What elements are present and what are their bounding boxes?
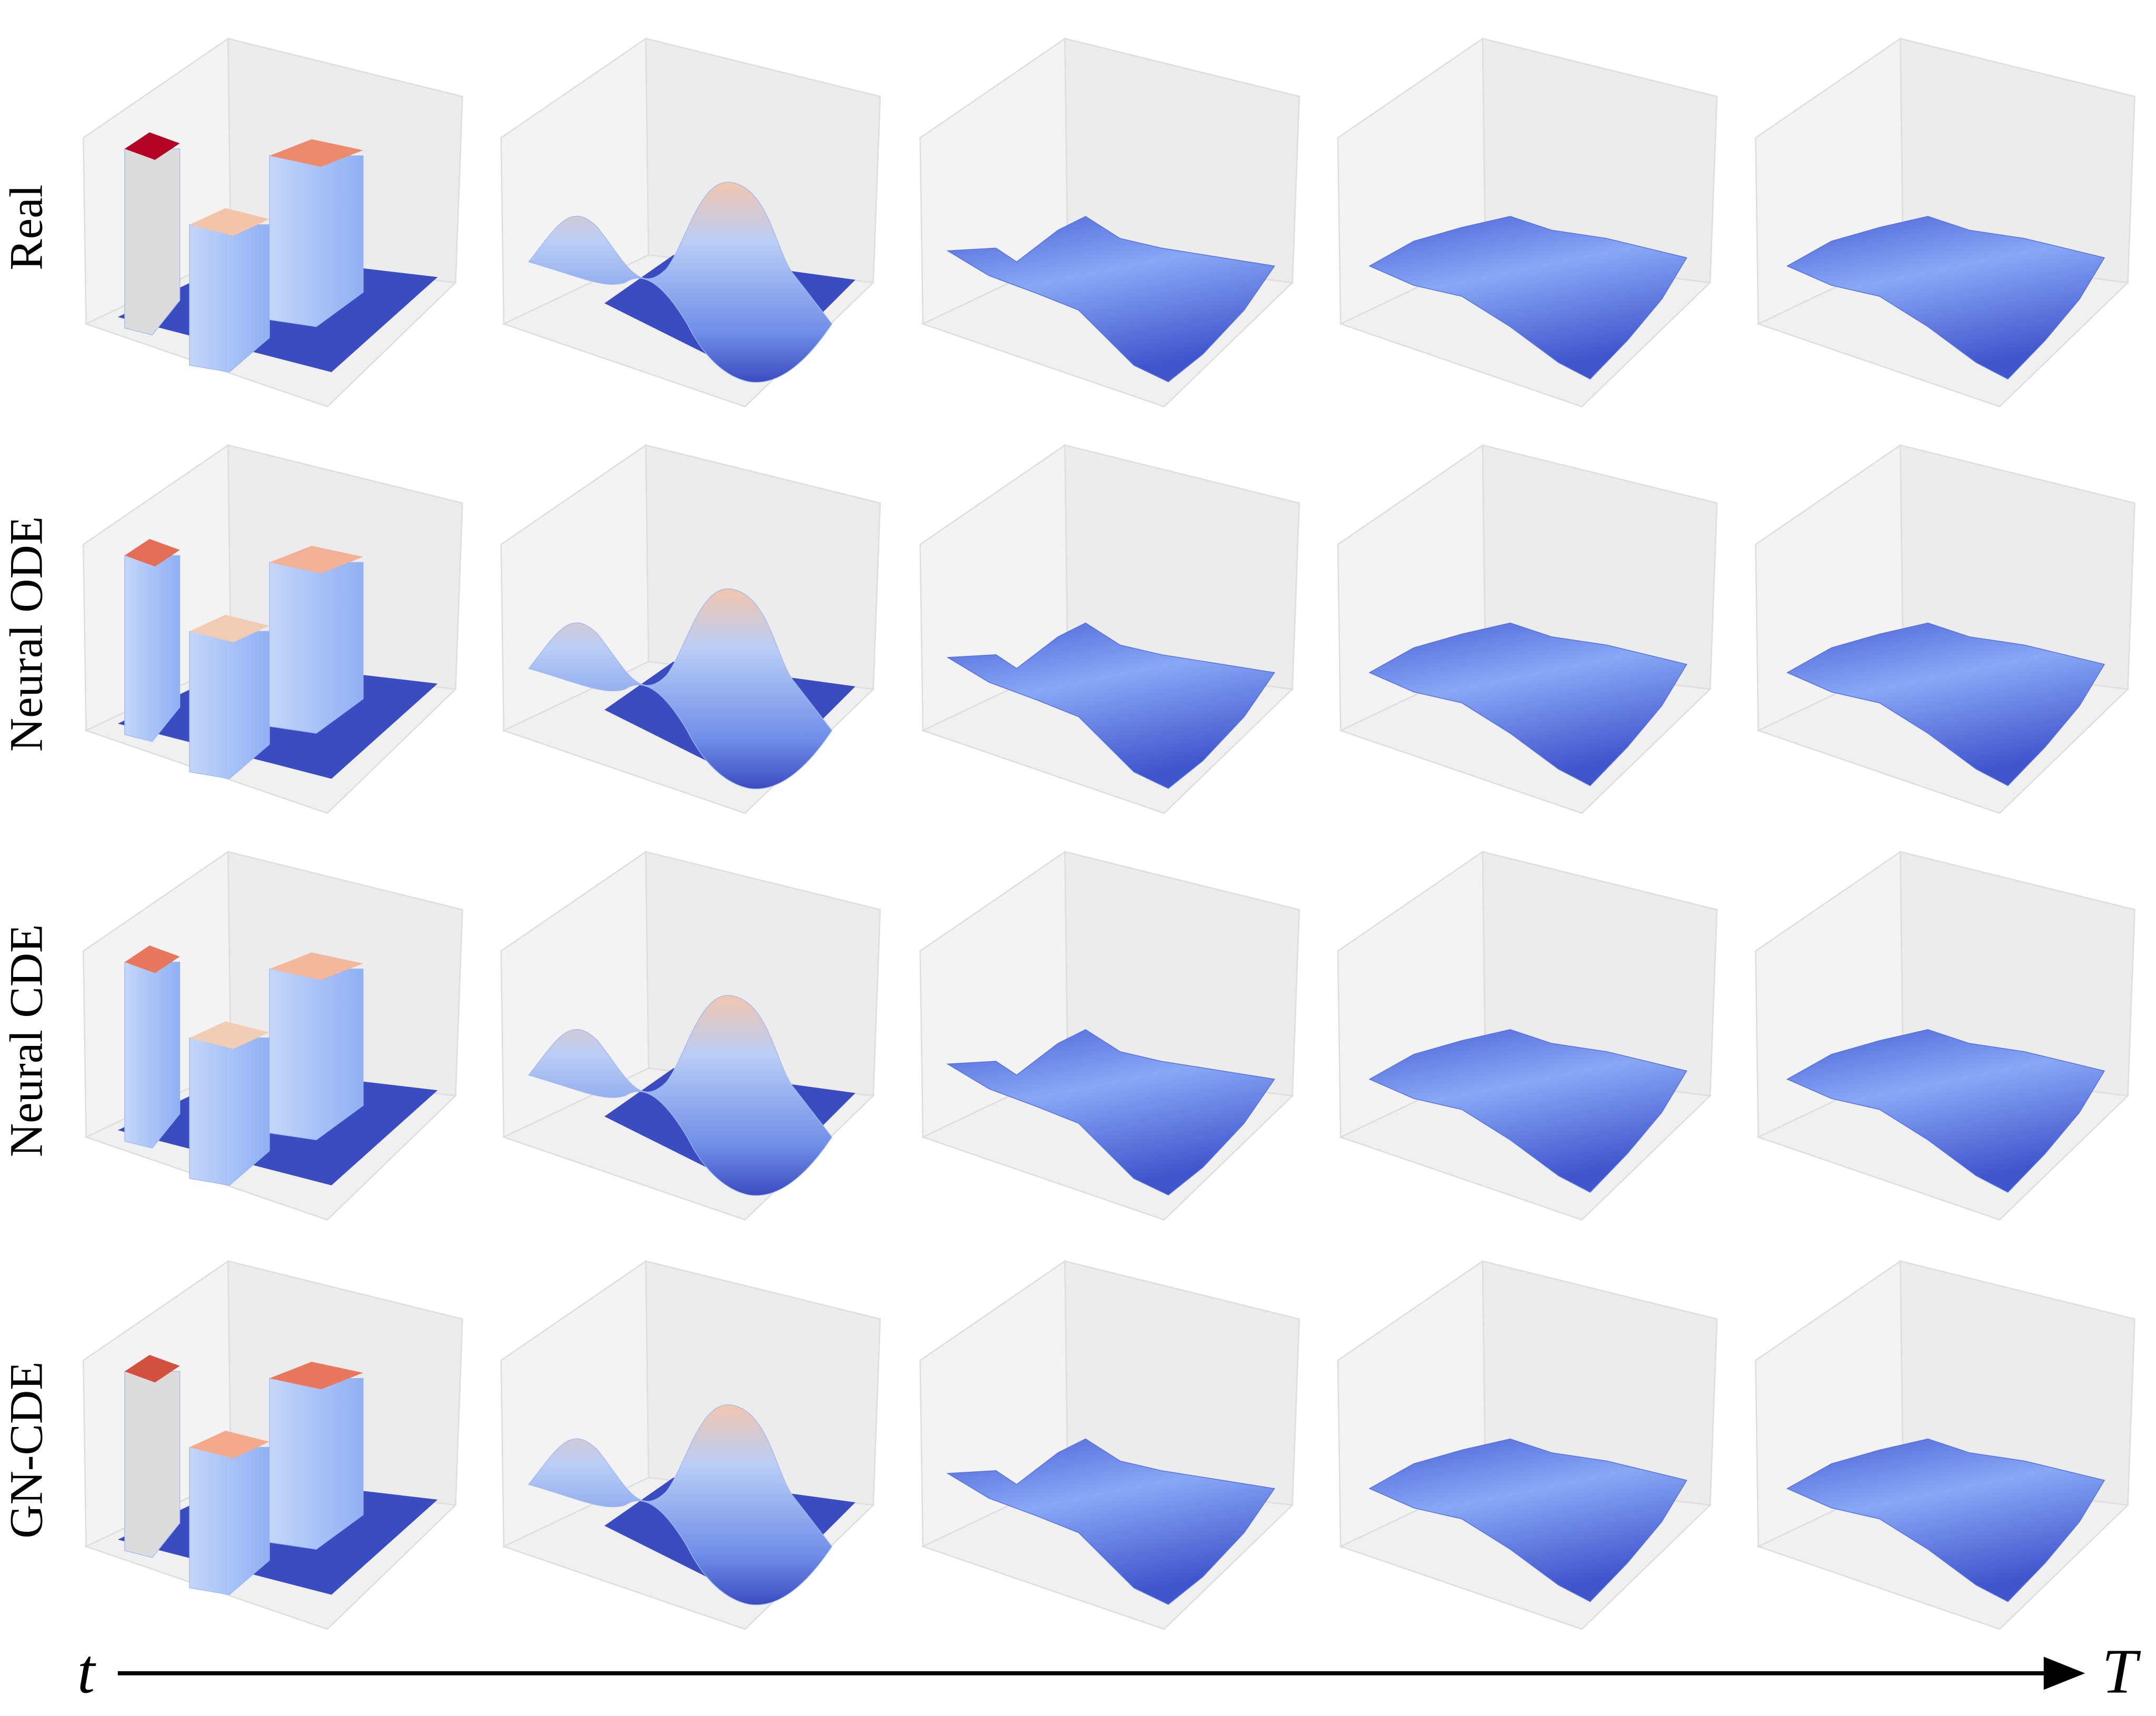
surface-panel [1337,1260,1718,1630]
pillar-cap [124,945,180,973]
surface-panel [500,37,881,407]
pillar-cap [269,952,363,980]
pillar-cap [269,545,363,574]
surface [946,622,1275,789]
surface-panel [1755,850,2135,1221]
surface-panel [1337,444,1718,814]
row-label: Neural ODE [1,516,53,752]
pillar [124,555,181,742]
pillar-cap [189,1021,270,1049]
surface [946,1438,1275,1605]
surface [1786,622,2105,786]
surface [1786,216,2105,380]
surface [528,995,832,1196]
pillar-cap [189,1430,270,1459]
axis-start: t [77,1637,96,1707]
surface-panel [500,1260,881,1630]
surface [1786,1029,2105,1193]
surface [528,1404,832,1605]
pillar [124,148,181,336]
surface-panel [919,1260,1300,1630]
surface [1368,216,1687,380]
time-axis: t T [77,1637,2141,1707]
surface [946,216,1275,383]
surface [528,588,832,790]
pillar [269,155,364,327]
surface-panel [82,850,463,1221]
pillar-cap [269,139,363,167]
pillar-cap [124,132,180,160]
pillar [124,962,181,1149]
pillar-cap [124,538,180,567]
pillar [269,969,364,1141]
pillar-cap [189,208,270,236]
pillar [269,1378,364,1550]
pillar [124,1371,181,1558]
axis-end: T [2102,1637,2141,1707]
row-label: GN-CDE [1,1362,53,1539]
surface [528,182,832,383]
surface [1368,1438,1687,1602]
surface-panel [1755,1260,2135,1630]
surface [1786,1438,2105,1602]
surface-panel [1755,444,2135,814]
surface-panel [1337,37,1718,407]
surface-panel [82,1260,463,1630]
surface-panel [500,850,881,1221]
pillar [269,562,364,734]
surface-panel [500,444,881,814]
surface-panel [919,444,1300,814]
row-label: Neural CDE [1,924,53,1157]
row-label: Real [1,184,53,270]
surface-panel [1337,850,1718,1221]
arrow-head [2043,1657,2085,1690]
surface-panel [82,37,463,407]
pillar-cap [269,1362,363,1390]
panel-grid [82,37,2135,1630]
surface-panel [1755,37,2135,407]
surface [946,1029,1275,1196]
pillar-cap [189,614,270,643]
surface-panel [82,444,463,814]
surface-panel [919,37,1300,407]
surface [1368,1029,1687,1193]
surface [1368,622,1687,786]
pillar-cap [124,1354,180,1383]
surface-panel [919,850,1300,1221]
